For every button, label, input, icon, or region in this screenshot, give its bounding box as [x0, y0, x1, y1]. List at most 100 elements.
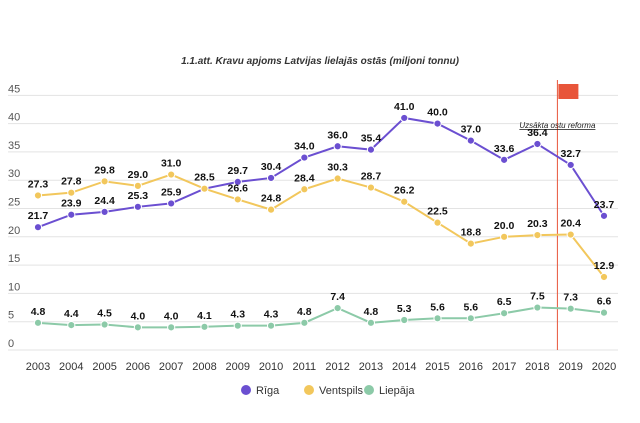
data-label: 32.7 [560, 148, 581, 160]
data-point [100, 320, 109, 329]
data-point [100, 207, 109, 217]
data-label: 28.5 [194, 172, 215, 184]
data-label: 36.4 [527, 127, 548, 139]
y-tick-label: 30 [8, 168, 20, 180]
x-tick-label: 2013 [359, 361, 383, 373]
data-label: 5.3 [397, 303, 412, 315]
data-point [300, 185, 309, 194]
y-tick-label: 20 [8, 225, 20, 237]
x-tick-label: 2010 [259, 361, 283, 373]
data-label: 35.4 [361, 133, 382, 145]
data-point [233, 321, 242, 330]
x-tick-label: 2015 [425, 361, 449, 373]
data-point [400, 113, 409, 123]
data-label: 25.9 [161, 186, 182, 198]
data-label: 40.0 [427, 107, 448, 119]
x-tick-label: 2016 [459, 361, 483, 373]
legend-marker [241, 385, 251, 395]
data-label: 5.6 [464, 301, 479, 313]
data-point [433, 218, 442, 227]
data-label: 20.4 [560, 218, 581, 230]
data-label: 27.3 [28, 178, 49, 190]
data-label: 22.5 [427, 206, 448, 218]
annotation-label: Uzsākta ostu reforma [519, 121, 596, 130]
data-point [599, 272, 609, 282]
data-label: 4.8 [364, 306, 379, 318]
x-tick-label: 2017 [492, 361, 516, 373]
data-label: 6.6 [597, 296, 612, 308]
data-label: 4.3 [264, 309, 279, 321]
data-label: 6.5 [497, 296, 512, 308]
data-point [466, 136, 475, 145]
x-tick-label: 2009 [226, 361, 250, 373]
data-label: 4.5 [97, 308, 112, 320]
data-label: 4.3 [230, 309, 245, 321]
data-point [266, 321, 276, 330]
data-point [500, 309, 509, 318]
data-label: 29.0 [128, 169, 149, 181]
data-point [33, 191, 43, 200]
data-point [300, 318, 309, 327]
data-point [500, 155, 509, 164]
data-label: 27.8 [61, 176, 82, 188]
x-tick-label: 2004 [59, 361, 83, 373]
data-point [133, 323, 142, 332]
data-point [599, 211, 609, 220]
data-label: 31.0 [161, 158, 182, 170]
data-label: 30.3 [327, 162, 348, 174]
data-point [200, 322, 209, 331]
data-label: 29.8 [94, 164, 115, 176]
data-point [67, 210, 76, 219]
data-label: 12.9 [594, 260, 615, 272]
data-point [366, 318, 376, 327]
data-point [167, 323, 176, 332]
data-label: 23.7 [594, 199, 615, 211]
data-label: 25.3 [128, 190, 149, 202]
data-point [466, 239, 475, 248]
data-point [167, 170, 176, 179]
x-tick-label: 2018 [525, 361, 549, 373]
legend-label: Rīga [256, 385, 280, 397]
x-tick-label: 2007 [159, 361, 183, 373]
y-tick-label: 0 [8, 338, 14, 350]
data-label: 23.9 [61, 198, 82, 210]
x-tick-label: 2005 [92, 361, 116, 373]
data-point [333, 304, 342, 313]
data-label: 41.0 [394, 101, 415, 113]
data-point [333, 174, 342, 183]
x-tick-label: 2012 [325, 361, 349, 373]
x-tick-label: 2006 [126, 361, 150, 373]
data-point [67, 320, 76, 330]
data-label: 4.0 [131, 310, 146, 322]
x-tick-label: 2011 [293, 361, 317, 373]
data-point [466, 314, 475, 323]
data-point [266, 173, 276, 183]
legend-label: Ventspils [319, 385, 364, 397]
data-point [133, 181, 142, 190]
data-point [300, 153, 309, 162]
data-label: 7.4 [330, 291, 345, 303]
data-point [400, 197, 409, 206]
data-point [100, 177, 109, 186]
y-tick-label: 35 [8, 140, 20, 152]
data-label: 24.8 [261, 193, 282, 205]
data-point [433, 314, 442, 323]
data-label: 36.0 [327, 129, 348, 141]
data-label: 18.8 [461, 227, 482, 239]
x-tick-label: 2014 [392, 361, 416, 373]
data-label: 37.0 [461, 124, 482, 136]
y-tick-label: 10 [8, 281, 20, 293]
y-tick-label: 25 [8, 197, 20, 209]
data-point [500, 232, 509, 241]
data-point [33, 318, 43, 327]
data-label: 28.4 [294, 172, 315, 184]
x-tick-label: 2003 [26, 361, 50, 373]
data-label: 4.1 [197, 310, 212, 322]
x-tick-label: 2020 [592, 361, 616, 373]
data-point [533, 231, 542, 240]
data-point [333, 142, 342, 151]
data-point [266, 205, 276, 214]
data-label: 4.0 [164, 310, 179, 322]
data-label: 4.4 [64, 308, 79, 320]
data-label: 7.5 [530, 291, 545, 303]
